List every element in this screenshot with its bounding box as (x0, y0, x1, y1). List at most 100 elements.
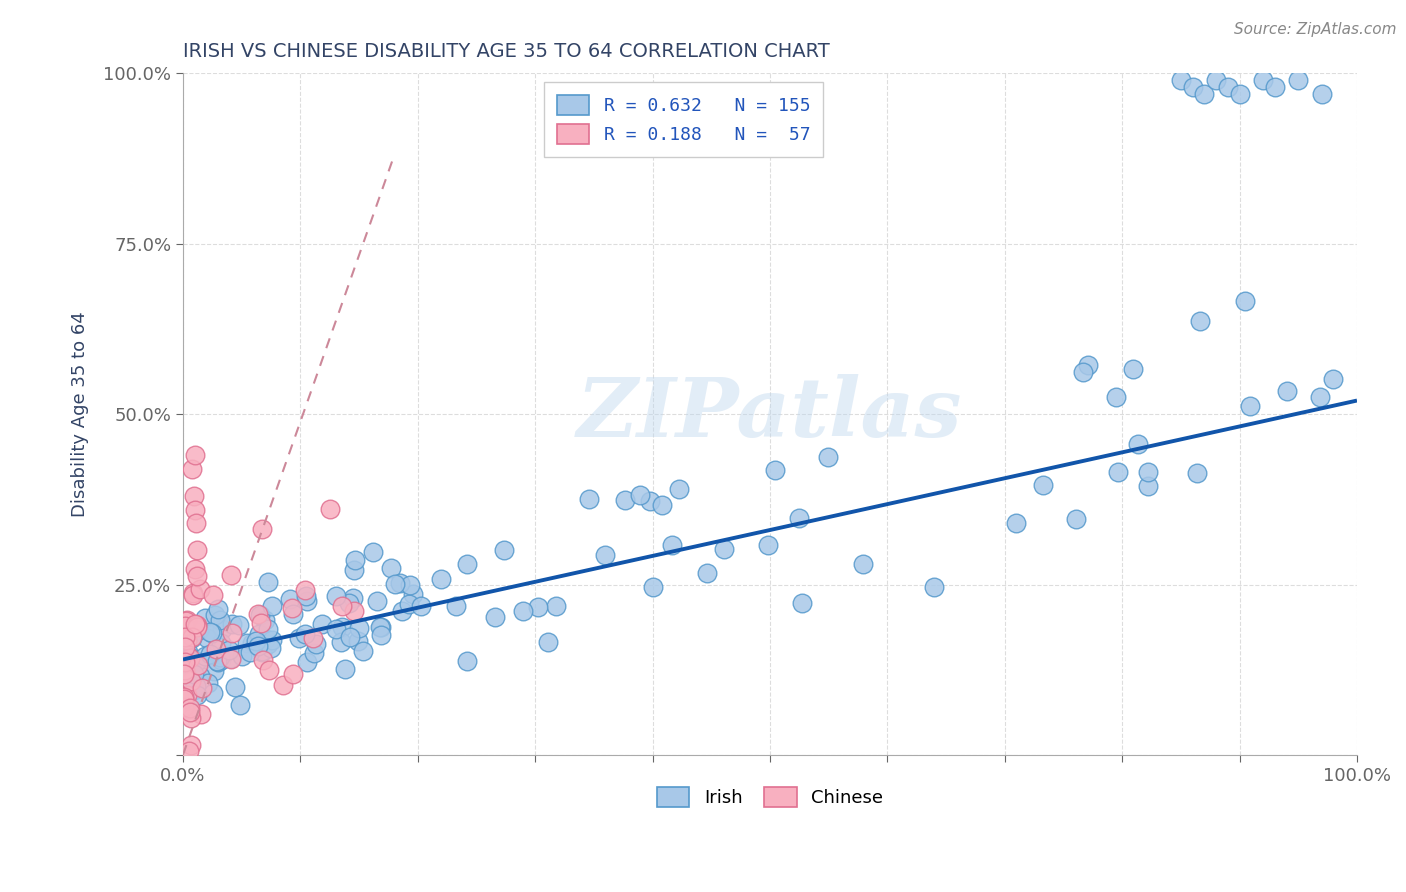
Point (188, 669, 211, 683)
Point (229, 698, 252, 712)
Text: Source: ZipAtlas.com: Source: ZipAtlas.com (1233, 22, 1396, 37)
Point (180, 738, 202, 752)
Point (184, 617, 207, 632)
Point (183, 666, 205, 681)
Point (257, 574, 280, 589)
Point (456, 557, 478, 571)
Point (1229, 87, 1251, 101)
Point (176, 688, 198, 702)
Point (173, 623, 195, 637)
Point (1071, 365, 1094, 379)
Point (201, 626, 224, 640)
Point (173, 655, 195, 669)
Point (409, 599, 432, 614)
Point (180, 631, 202, 645)
Point (668, 483, 690, 497)
Point (173, 700, 195, 714)
Point (288, 631, 311, 645)
Point (179, 650, 201, 665)
Point (281, 607, 304, 622)
Point (384, 577, 406, 591)
Point (294, 583, 316, 598)
Point (179, 651, 201, 665)
Point (817, 450, 839, 464)
Point (339, 630, 361, 644)
Point (211, 622, 233, 636)
Point (512, 604, 534, 618)
Point (207, 655, 229, 669)
Point (219, 652, 242, 666)
Point (181, 461, 204, 475)
Point (1264, 80, 1286, 95)
Point (1310, 87, 1333, 101)
Point (174, 653, 197, 667)
Point (174, 614, 197, 628)
Point (630, 488, 652, 502)
Legend: Irish, Chinese: Irish, Chinese (650, 780, 890, 814)
Point (429, 572, 451, 586)
Point (333, 662, 356, 676)
Point (184, 680, 207, 694)
Point (456, 654, 478, 668)
Point (852, 558, 875, 572)
Point (380, 561, 402, 575)
Point (295, 655, 318, 669)
Point (347, 621, 370, 635)
Point (236, 636, 259, 650)
Point (302, 631, 325, 645)
Y-axis label: Disability Age 35 to 64: Disability Age 35 to 64 (72, 311, 89, 517)
Point (173, 670, 195, 684)
Point (259, 640, 281, 655)
Point (370, 628, 392, 642)
Point (281, 601, 304, 615)
Point (256, 637, 278, 651)
Point (183, 489, 205, 503)
Point (342, 591, 364, 605)
Point (402, 587, 425, 601)
Point (179, 706, 201, 720)
Point (183, 624, 205, 638)
Point (173, 690, 195, 705)
Point (174, 640, 197, 655)
Point (262, 599, 284, 613)
Point (174, 689, 197, 703)
Point (247, 607, 270, 622)
Point (246, 640, 269, 654)
Point (280, 592, 302, 607)
Point (253, 613, 276, 627)
Point (209, 636, 232, 650)
Point (304, 637, 326, 651)
Point (186, 654, 208, 668)
Point (527, 600, 550, 615)
Point (250, 645, 273, 659)
Point (1188, 314, 1211, 328)
Point (176, 633, 198, 648)
Point (756, 538, 779, 552)
Point (208, 613, 231, 627)
Point (249, 615, 271, 630)
Point (295, 594, 318, 608)
Point (221, 617, 243, 632)
Point (228, 618, 250, 632)
Point (389, 575, 412, 590)
Point (1105, 390, 1128, 404)
Point (198, 625, 221, 640)
Point (344, 553, 367, 567)
Point (330, 620, 353, 634)
Point (325, 622, 347, 636)
Point (183, 683, 205, 698)
Point (593, 548, 616, 562)
Point (183, 502, 205, 516)
Point (173, 691, 195, 706)
Point (252, 523, 274, 537)
Point (370, 620, 392, 634)
Point (197, 675, 219, 690)
Point (221, 626, 243, 640)
Point (254, 632, 277, 646)
Point (186, 688, 208, 702)
Point (186, 620, 208, 634)
Point (176, 659, 198, 673)
Point (252, 653, 274, 667)
Point (330, 599, 353, 614)
Text: ZIPatlas: ZIPatlas (578, 374, 963, 454)
